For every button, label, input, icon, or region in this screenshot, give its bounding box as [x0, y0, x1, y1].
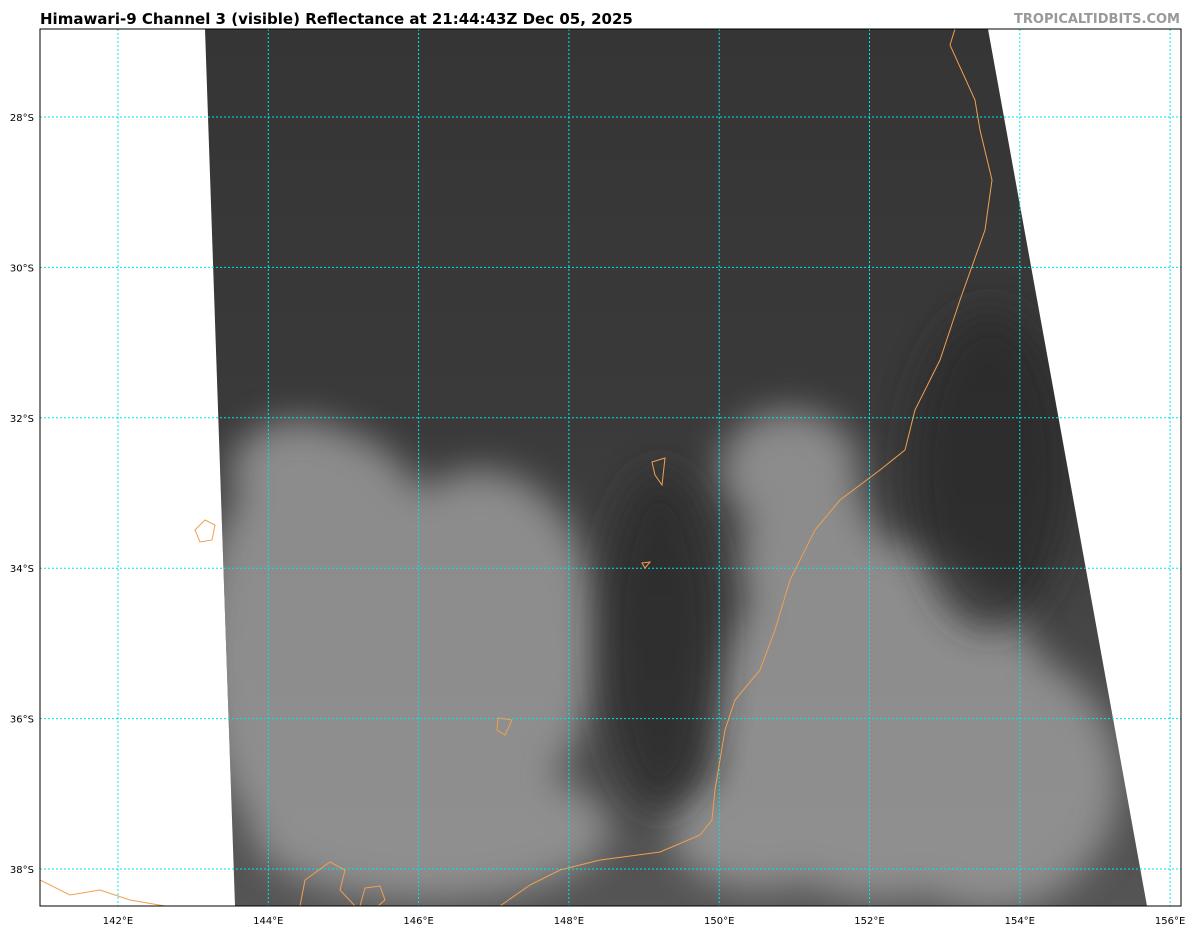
- lon-tick-label: 152°E: [854, 916, 884, 927]
- lat-tick-label: 30°S: [10, 263, 34, 274]
- satellite-imagery: [205, 29, 1147, 906]
- lon-tick-label: 148°E: [554, 916, 584, 927]
- lat-tick-label: 28°S: [10, 113, 34, 124]
- lat-tick-label: 32°S: [10, 414, 34, 425]
- lon-tick-label: 156°E: [1155, 916, 1185, 927]
- map-title: Himawari-9 Channel 3 (visible) Reflectan…: [40, 10, 633, 28]
- brand-watermark: TROPICALTIDBITS.COM: [1014, 12, 1180, 27]
- lon-tick-label: 144°E: [253, 916, 283, 927]
- lat-tick-label: 38°S: [10, 865, 34, 876]
- coastline: [40, 29, 993, 906]
- latitude-labels: 28°S 30°S 32°S 34°S 36°S 38°S: [10, 113, 34, 876]
- lon-tick-label: 146°E: [403, 916, 433, 927]
- lon-tick-label: 150°E: [704, 916, 734, 927]
- longitude-labels: 142°E 144°E 146°E 148°E 150°E 152°E 154°E 156°E: [103, 916, 1186, 927]
- lon-tick-label: 154°E: [1005, 916, 1035, 927]
- lon-tick-label: 142°E: [103, 916, 133, 927]
- lat-tick-label: 36°S: [10, 715, 34, 726]
- plot-frame: [39, 28, 1182, 907]
- lat-tick-label: 34°S: [10, 564, 34, 575]
